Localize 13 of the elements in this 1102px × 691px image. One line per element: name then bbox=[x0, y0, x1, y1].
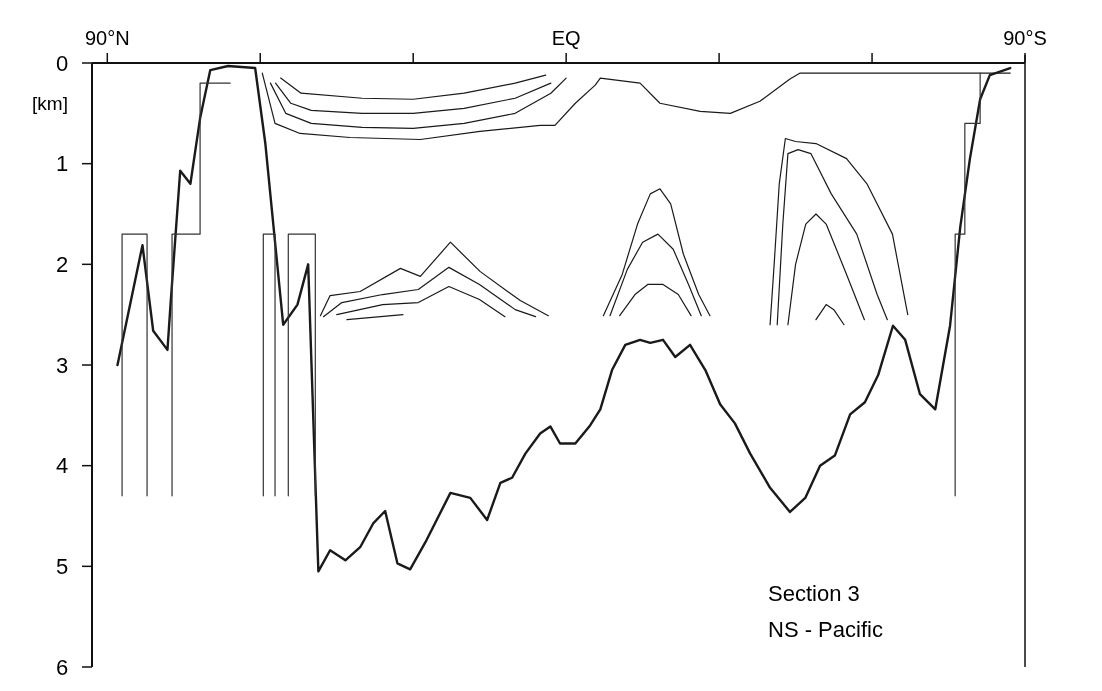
y-tick-label: 6 bbox=[55, 654, 69, 680]
y-tick-label: 0 bbox=[55, 50, 69, 76]
y-tick-label: 2 bbox=[55, 252, 69, 278]
y-axis-title: [km] bbox=[32, 92, 68, 114]
y-tick-label: 1 bbox=[55, 151, 69, 177]
annotation: Section 3 bbox=[768, 581, 860, 606]
x-tick-label: EQ bbox=[551, 27, 581, 49]
x-tick-label: 90°N bbox=[84, 27, 130, 49]
annotation: NS - Pacific bbox=[768, 617, 883, 642]
y-tick-label: 4 bbox=[55, 453, 69, 479]
y-tick-label: 3 bbox=[55, 352, 69, 378]
y-tick-label: 5 bbox=[55, 554, 69, 580]
x-tick-label: 90°S bbox=[1003, 27, 1047, 49]
